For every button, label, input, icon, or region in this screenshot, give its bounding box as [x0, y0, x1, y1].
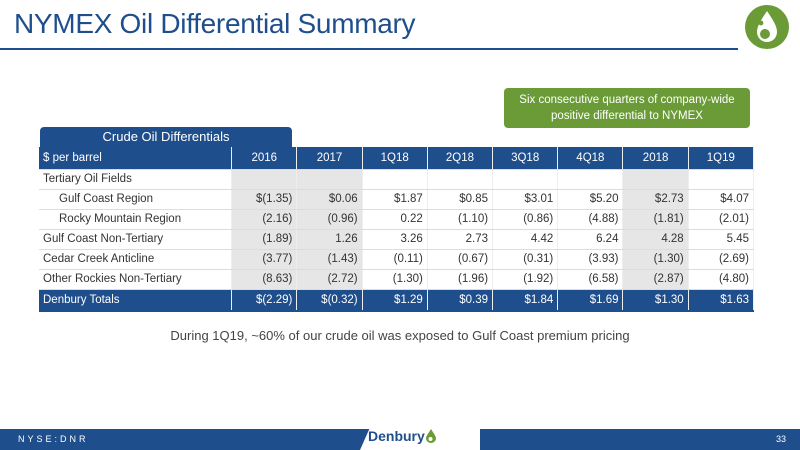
- row-label: Cedar Creek Anticline: [39, 249, 233, 270]
- table-cell: [492, 169, 559, 190]
- table-cell: $4.07: [688, 189, 755, 210]
- oil-drop-icon: [426, 429, 436, 443]
- row-label: Gulf Coast Non-Tertiary: [39, 229, 233, 250]
- row-label: Tertiary Oil Fields: [39, 169, 233, 190]
- table-cell: (2.69): [688, 249, 755, 270]
- table-cell: [557, 169, 624, 190]
- table-total-row: Denbury Totals $(2.29) $(0.32) $1.29 $0.…: [39, 289, 755, 312]
- table-cell: (4.80): [688, 269, 755, 290]
- table-cell: [622, 169, 689, 190]
- table-cell: 1.26: [296, 229, 363, 250]
- table-row: Cedar Creek Anticline (3.77) (1.43) (0.1…: [39, 249, 755, 270]
- row-label: Rocky Mountain Region: [39, 209, 233, 230]
- table-cell: (2.16): [231, 209, 298, 230]
- table-cell: $0.06: [296, 189, 363, 210]
- table-cell: (1.30): [622, 249, 689, 270]
- table-cell: $1.84: [492, 289, 559, 312]
- col-header: 1Q18: [362, 147, 428, 170]
- table-cell: (1.10): [427, 209, 494, 230]
- col-header: 2Q18: [427, 147, 494, 170]
- row-label: Denbury Totals: [39, 289, 233, 312]
- page-number: 33: [775, 434, 786, 444]
- table-cell: $(2.29): [231, 289, 298, 312]
- table-cell: (2.01): [688, 209, 755, 230]
- table-cell: 2.73: [427, 229, 494, 250]
- table-cell: $1.69: [557, 289, 624, 312]
- table-cell: (3.77): [231, 249, 298, 270]
- table-cell: 4.28: [622, 229, 689, 250]
- table-cell: (0.11): [362, 249, 428, 270]
- table-cell: (1.96): [427, 269, 494, 290]
- footer-brand-tab: [360, 423, 480, 450]
- col-header: 3Q18: [492, 147, 559, 170]
- table-cell: $2.73: [622, 189, 689, 210]
- table-row: Rocky Mountain Region (2.16) (0.96) 0.22…: [39, 209, 755, 230]
- slide-title: NYMEX Oil Differential Summary: [14, 8, 416, 39]
- table-cell: $1.87: [362, 189, 428, 210]
- oil-drop-logo-icon: [745, 5, 789, 49]
- col-header: 1Q19: [688, 147, 755, 170]
- table-cell: [362, 169, 428, 190]
- table-cell: (2.72): [296, 269, 363, 290]
- table-cell: (4.88): [557, 209, 624, 230]
- footer-ticker: NYSE:DNR: [18, 434, 89, 444]
- table-cell: (0.96): [296, 209, 363, 230]
- table-cell: [427, 169, 494, 190]
- table-cell: $(0.32): [296, 289, 363, 312]
- table-cell: $(1.35): [231, 189, 298, 210]
- table-row: Tertiary Oil Fields: [39, 169, 755, 190]
- differentials-table: $ per barrel 2016 2017 1Q18 2Q18 3Q18 4Q…: [39, 147, 755, 312]
- table-cell: [296, 169, 363, 190]
- table-cell: 4.42: [492, 229, 559, 250]
- col-header: 2017: [296, 147, 363, 170]
- table-cell: 0.22: [362, 209, 428, 230]
- table-cell: (8.63): [231, 269, 298, 290]
- table-tab-label: Crude Oil Differentials: [40, 127, 292, 147]
- table-cell: $1.30: [622, 289, 689, 312]
- table-cell: $5.20: [557, 189, 624, 210]
- table-cell: $1.29: [362, 289, 428, 312]
- title-underline: [0, 48, 738, 50]
- table-cell: $1.63: [688, 289, 755, 312]
- table-header-row: $ per barrel 2016 2017 1Q18 2Q18 3Q18 4Q…: [39, 147, 755, 170]
- table-cell: $0.85: [427, 189, 494, 210]
- col-header: 2018: [622, 147, 689, 170]
- table-cell: (2.87): [622, 269, 689, 290]
- row-label: Gulf Coast Region: [39, 189, 233, 210]
- footnote-text: During 1Q19, ~60% of our crude oil was e…: [170, 328, 630, 343]
- table-row: Gulf Coast Non-Tertiary (1.89) 1.26 3.26…: [39, 229, 755, 250]
- callout-box: Six consecutive quarters of company-wide…: [504, 88, 750, 128]
- table-cell: (1.43): [296, 249, 363, 270]
- table-cell: 5.45: [688, 229, 755, 250]
- col-header: 2016: [231, 147, 298, 170]
- table-cell: (1.89): [231, 229, 298, 250]
- table-cell: (0.67): [427, 249, 494, 270]
- table-cell: [688, 169, 755, 190]
- table-cell: $3.01: [492, 189, 559, 210]
- table-cell: [231, 169, 298, 190]
- table-cell: (6.58): [557, 269, 624, 290]
- table-cell: (1.30): [362, 269, 428, 290]
- table-cell: (1.81): [622, 209, 689, 230]
- table-cell: (1.92): [492, 269, 559, 290]
- col-header: 4Q18: [557, 147, 624, 170]
- table-row: Other Rockies Non-Tertiary (8.63) (2.72)…: [39, 269, 755, 290]
- footer-brand-name: Denbury: [368, 428, 425, 444]
- table-cell: $0.39: [427, 289, 494, 312]
- col-header: $ per barrel: [39, 147, 233, 170]
- table-cell: 3.26: [362, 229, 428, 250]
- table-cell: (0.86): [492, 209, 559, 230]
- table-row: Gulf Coast Region $(1.35) $0.06 $1.87 $0…: [39, 189, 755, 210]
- table-cell: 6.24: [557, 229, 624, 250]
- row-label: Other Rockies Non-Tertiary: [39, 269, 233, 290]
- table-cell: (0.31): [492, 249, 559, 270]
- table-cell: (3.93): [557, 249, 624, 270]
